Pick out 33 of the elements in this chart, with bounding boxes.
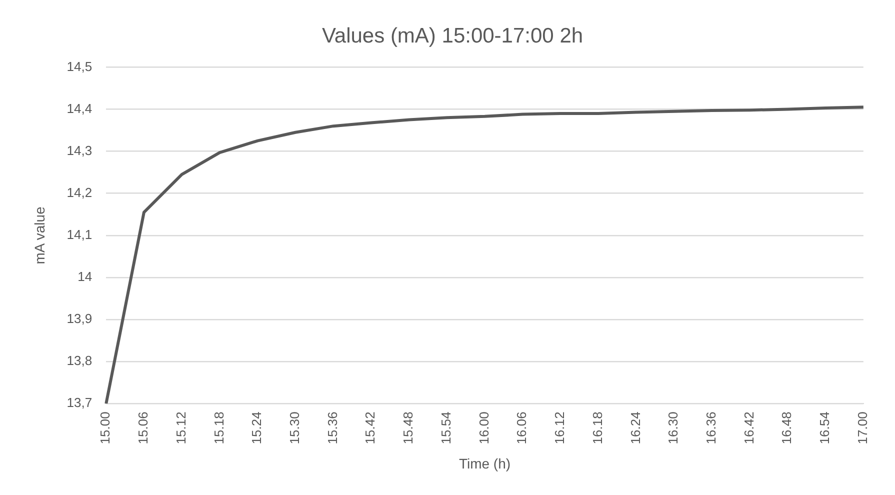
y-tick-label: 13,8 <box>66 353 92 368</box>
y-tick-label: 13,9 <box>66 311 92 326</box>
x-tick-label: 16.36 <box>704 412 719 444</box>
x-tick-label: 16.42 <box>741 412 756 444</box>
x-tick-label: 16.54 <box>817 412 832 444</box>
x-tick-label: 15.42 <box>362 412 378 444</box>
x-tick-label: 15.54 <box>438 412 454 444</box>
x-tick-label: 16.12 <box>552 412 568 444</box>
x-tick-label: 15.06 <box>136 412 151 444</box>
x-tick-label: 15.24 <box>249 412 264 444</box>
y-axis-title: mA value <box>31 206 48 264</box>
x-tick-label: 15.00 <box>98 412 113 444</box>
y-tick-label: 14 <box>78 269 92 284</box>
x-tick-label: 15.48 <box>400 412 416 444</box>
x-tick-label: 15.30 <box>287 412 302 444</box>
chart-title: Values (mA) 15:00-17:00 2h <box>322 24 584 48</box>
x-tick-label: 16.18 <box>590 412 605 444</box>
x-tick-label: 15.18 <box>211 412 226 444</box>
y-tick-label: 14,4 <box>66 100 92 116</box>
y-tick-label: 14,1 <box>66 227 92 242</box>
x-tick-label: 16.06 <box>514 412 530 444</box>
y-tick-label: 14,3 <box>66 142 92 158</box>
y-tick-label: 14,5 <box>66 58 92 74</box>
x-tick-label: 16.48 <box>779 412 794 444</box>
x-tick-label: 16.00 <box>476 412 492 444</box>
x-tick-label: 15.36 <box>324 412 340 444</box>
x-tick-label: 17.00 <box>854 412 870 444</box>
x-tick-label: 15.12 <box>173 412 188 444</box>
y-tick-label: 14,2 <box>66 184 92 200</box>
y-tick-label: 13,7 <box>66 395 92 410</box>
x-axis-title: Time (h) <box>458 455 511 472</box>
x-tick-label: 16.24 <box>628 412 643 444</box>
x-tick-label: 16.30 <box>666 412 681 444</box>
